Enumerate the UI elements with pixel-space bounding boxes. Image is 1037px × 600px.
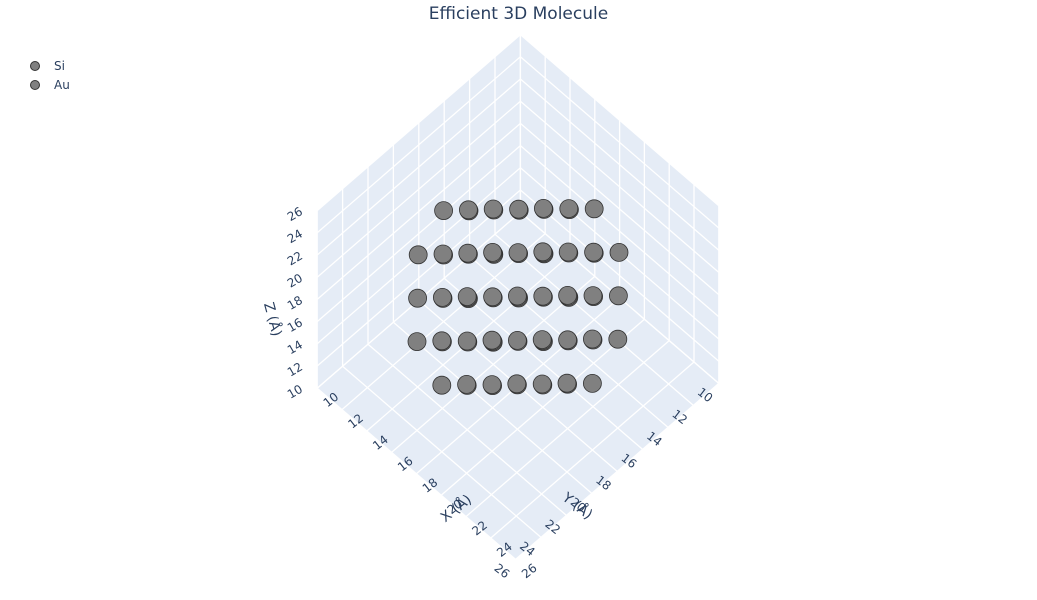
gridline-y-xy xyxy=(342,365,542,538)
z-tick-label: 14 xyxy=(285,337,305,357)
atom-marker xyxy=(532,330,552,350)
atom-marker xyxy=(609,286,628,306)
atom-marker xyxy=(534,198,553,218)
gridline-z-xz xyxy=(519,122,720,296)
atom-marker xyxy=(559,199,579,219)
atom-marker xyxy=(584,199,604,219)
atom-marker xyxy=(482,330,502,350)
atom-marker xyxy=(508,286,527,306)
legend-marker-si xyxy=(30,60,40,71)
gridline-y-xy xyxy=(367,343,567,516)
gridline-z-yz xyxy=(316,100,521,278)
atom-marker xyxy=(457,374,477,394)
atom-marker xyxy=(458,243,478,263)
gridline-z-xz xyxy=(519,100,720,273)
atom-marker xyxy=(508,330,527,350)
atom-marker xyxy=(532,374,552,394)
atom-marker xyxy=(433,244,453,264)
atom-marker xyxy=(407,332,427,352)
y-tick-label: 26 xyxy=(492,561,513,581)
atom-marker xyxy=(533,286,553,306)
atom-marker xyxy=(483,242,503,262)
gridline-z-xz xyxy=(519,78,720,251)
atom-marker xyxy=(557,373,577,393)
atom-marker xyxy=(457,331,477,351)
atom-marker xyxy=(558,330,577,350)
atom-marker xyxy=(408,245,428,265)
atom-marker xyxy=(507,374,527,394)
gridline-z-yz xyxy=(316,189,521,367)
x-tick-label: 26 xyxy=(519,561,540,581)
gridline-z-yz xyxy=(316,78,521,256)
z-tick-label: 16 xyxy=(285,315,305,335)
atom-marker xyxy=(583,286,603,306)
legend-item-au[interactable]: Au xyxy=(30,75,70,94)
z-tick-label: 26 xyxy=(285,204,305,224)
atom-marker xyxy=(483,199,503,219)
z-tick-label: 20 xyxy=(285,271,305,291)
atom-marker xyxy=(483,287,503,307)
legend-item-si[interactable]: Si xyxy=(30,56,70,75)
z-tick-label: 18 xyxy=(285,293,305,313)
atom-marker xyxy=(482,375,502,395)
legend: Si Au xyxy=(30,56,70,94)
gridline-z-yz xyxy=(316,34,521,212)
atom-marker xyxy=(584,242,603,262)
gridline-y-xy xyxy=(392,321,593,494)
z-tick-label: 24 xyxy=(285,226,305,246)
legend-marker-au xyxy=(30,79,40,90)
atom-marker xyxy=(432,375,452,395)
chart-title: Efficient 3D Molecule xyxy=(428,4,609,24)
gridline-z-xz xyxy=(519,56,720,229)
gridline-y-xy xyxy=(443,277,644,450)
z-tick-label: 22 xyxy=(285,249,305,269)
gridline-z-yz xyxy=(316,145,521,323)
atom-marker xyxy=(533,242,553,262)
atoms xyxy=(407,198,629,396)
legend-label-au: Au xyxy=(54,77,70,92)
gridline-z-xz xyxy=(519,189,720,362)
atom-marker xyxy=(408,288,428,308)
legend-label-si: Si xyxy=(54,58,65,73)
atom-marker xyxy=(508,243,528,263)
atom-marker xyxy=(558,285,577,305)
z-tick-label: 12 xyxy=(285,360,305,380)
atom-marker xyxy=(432,287,452,307)
atom-marker xyxy=(583,329,602,349)
atom-marker xyxy=(608,329,628,349)
atom-marker xyxy=(432,331,452,351)
z-axis-title: Z (Å) xyxy=(260,300,285,338)
atom-marker xyxy=(457,287,477,307)
gridline-y-xy xyxy=(316,387,517,560)
gridline-z-yz xyxy=(316,122,521,300)
gridline-z-xz xyxy=(519,145,720,318)
atom-marker xyxy=(609,242,629,262)
atom-marker xyxy=(434,201,454,221)
atom-marker xyxy=(509,199,528,219)
atom-marker xyxy=(558,242,578,262)
gridline-y-xy xyxy=(494,233,694,406)
atom-marker xyxy=(583,373,602,393)
atom-marker xyxy=(458,200,478,220)
gridline-z-xz xyxy=(519,34,720,207)
gridline-z-yz xyxy=(316,56,521,234)
z-tick-label: 10 xyxy=(285,382,305,402)
